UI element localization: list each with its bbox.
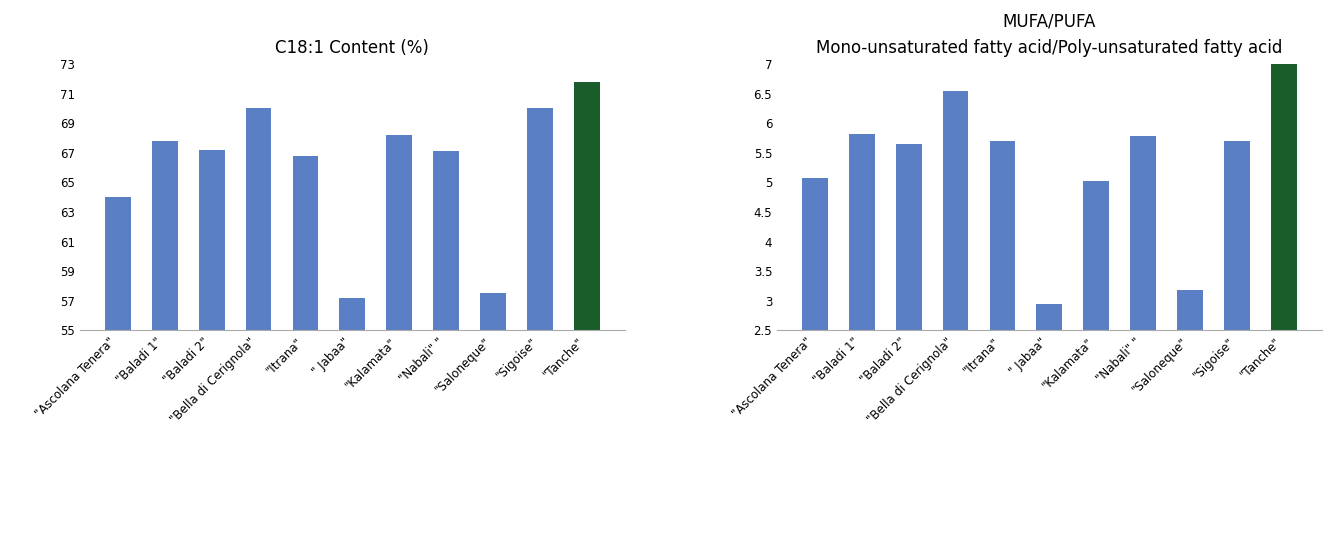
Bar xyxy=(481,294,506,330)
Title: MUFA/PUFA
Mono-unsaturated fatty acid/Poly-unsaturated fatty acid: MUFA/PUFA Mono-unsaturated fatty acid/Po… xyxy=(816,12,1283,57)
Bar xyxy=(943,91,968,330)
Bar xyxy=(199,150,224,330)
Bar xyxy=(152,141,178,330)
Bar xyxy=(574,82,599,330)
Bar xyxy=(802,177,828,330)
Bar xyxy=(1271,64,1296,330)
Bar xyxy=(989,141,1016,330)
Title: C18:1 Content (%): C18:1 Content (%) xyxy=(275,39,430,57)
Bar xyxy=(1177,290,1203,330)
Bar xyxy=(386,135,413,330)
Bar xyxy=(527,108,553,330)
Bar xyxy=(434,151,459,330)
Bar xyxy=(339,298,366,330)
Bar xyxy=(896,144,921,330)
Bar xyxy=(849,134,874,330)
Bar xyxy=(1131,136,1156,330)
Bar xyxy=(105,197,131,330)
Bar xyxy=(1224,141,1250,330)
Bar xyxy=(292,156,318,330)
Bar xyxy=(1036,304,1063,330)
Bar xyxy=(1084,181,1109,330)
Bar xyxy=(246,108,271,330)
